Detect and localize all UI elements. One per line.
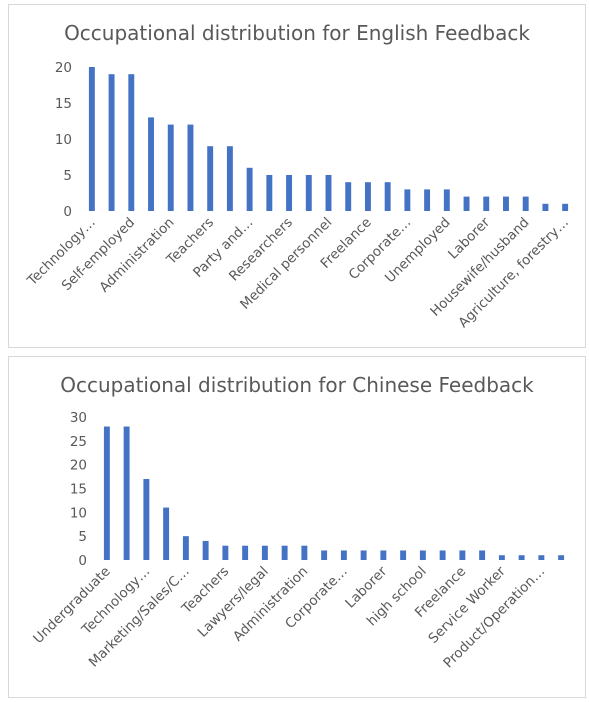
bar <box>479 550 486 560</box>
bar <box>439 550 446 560</box>
bar <box>123 426 130 560</box>
bar <box>562 203 569 211</box>
chinese-chart-plot: 051015202530UndergraduateTechnology…Mark… <box>30 410 565 671</box>
x-tick-label: Technology… <box>78 564 153 639</box>
y-tick-label: 25 <box>70 434 87 450</box>
bar <box>384 182 391 211</box>
bar <box>207 146 214 211</box>
english-chart-plot: 05101520Technology…Self-employedAdminist… <box>24 60 572 331</box>
bar <box>301 545 308 560</box>
bar <box>143 478 150 560</box>
y-tick-label: 5 <box>63 168 72 184</box>
english-chart-panel: Occupational distribution for English Fe… <box>8 4 586 348</box>
bar <box>404 189 411 211</box>
y-tick-label: 15 <box>55 96 72 112</box>
y-tick-label: 20 <box>70 458 87 474</box>
bar <box>261 545 268 560</box>
x-tick-label: Technology… <box>24 215 99 290</box>
y-tick-label: 30 <box>70 410 87 426</box>
bar <box>522 196 529 211</box>
bar <box>187 124 194 211</box>
bar <box>360 550 367 560</box>
bar <box>459 550 466 560</box>
bar <box>103 426 110 560</box>
y-tick-label: 10 <box>70 505 87 521</box>
bar <box>246 167 253 211</box>
y-tick-label: 5 <box>78 529 87 545</box>
y-tick-label: 0 <box>78 553 87 569</box>
bar <box>558 555 565 560</box>
chart-title: Occupational distribution for English Fe… <box>64 21 530 45</box>
bar <box>340 550 347 560</box>
bar <box>286 175 293 211</box>
bar <box>182 536 189 560</box>
bar <box>538 555 545 560</box>
bar <box>419 550 426 560</box>
bar <box>226 146 233 211</box>
bar <box>281 545 288 560</box>
bar <box>443 189 450 211</box>
bar <box>108 74 115 211</box>
bar <box>364 182 371 211</box>
bar <box>380 550 387 560</box>
y-tick-label: 0 <box>63 204 72 220</box>
bar <box>222 545 229 560</box>
bar <box>400 550 407 560</box>
bar <box>88 67 95 211</box>
bar <box>202 540 209 560</box>
y-tick-label: 10 <box>55 132 72 148</box>
bar <box>498 555 505 560</box>
bar <box>542 203 549 211</box>
bar <box>503 196 509 211</box>
bar <box>242 545 249 560</box>
bar <box>148 117 154 211</box>
bar <box>518 555 525 560</box>
bar <box>321 550 328 560</box>
bar <box>163 507 170 560</box>
bar <box>424 189 431 211</box>
chart-title: Occupational distribution for Chinese Fe… <box>60 373 534 397</box>
bar <box>266 175 273 211</box>
bar <box>128 74 135 211</box>
y-tick-label: 20 <box>55 60 72 76</box>
bar <box>325 175 332 211</box>
bar <box>345 182 352 211</box>
bar <box>305 175 312 211</box>
bar <box>167 124 174 211</box>
bar <box>483 196 490 211</box>
bar <box>463 196 470 211</box>
chinese-chart-panel: Occupational distribution for Chinese Fe… <box>8 356 586 698</box>
y-tick-label: 15 <box>70 482 87 498</box>
